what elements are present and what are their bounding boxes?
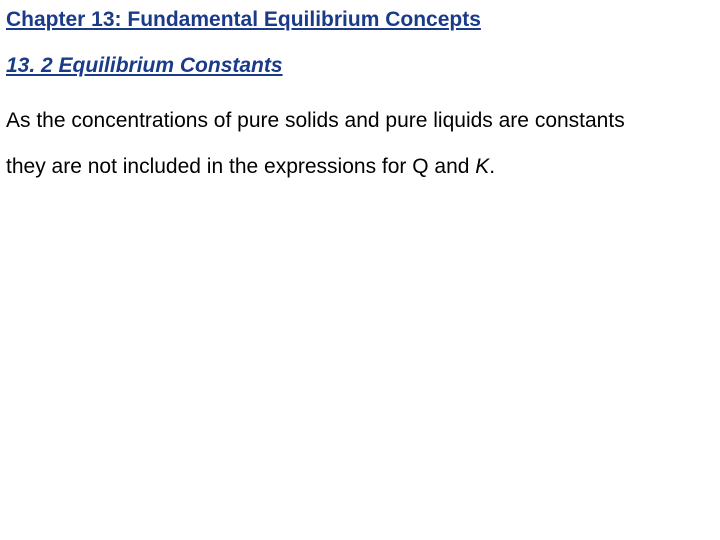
section-title: 13. 2 Equilibrium Constants [6, 54, 714, 78]
body-k-symbol: K [475, 155, 489, 178]
body-line-1: As the concentrations of pure solids and… [6, 109, 625, 132]
body-paragraph: As the concentrations of pure solids and… [6, 98, 714, 190]
chapter-title: Chapter 13: Fundamental Equilibrium Conc… [6, 8, 714, 32]
body-line-2-pre: they are not included in the expressions… [6, 155, 475, 178]
body-line-2-post: . [489, 155, 495, 178]
